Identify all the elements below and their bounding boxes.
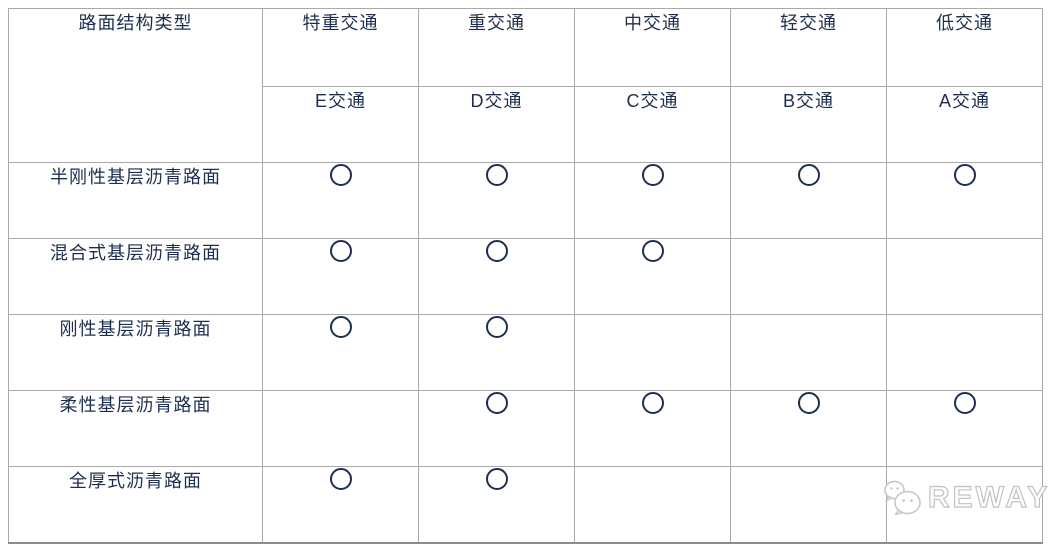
empty-mark-cell <box>730 238 887 315</box>
empty-mark-cell <box>574 314 731 391</box>
circle-mark <box>329 468 352 490</box>
row-label: 半刚性基层沥青路面 <box>8 162 263 239</box>
applicable-mark-cell <box>418 162 575 239</box>
header-class-a: A交通 <box>886 86 1043 163</box>
applicable-mark-cell <box>418 390 575 467</box>
applicable-mark-cell <box>886 162 1043 239</box>
header-light-traffic: 轻交通 <box>730 8 887 87</box>
applicable-mark-cell <box>418 466 575 543</box>
empty-mark-cell <box>886 314 1043 391</box>
header-heavy-traffic: 重交通 <box>418 8 575 87</box>
applicable-mark-cell <box>262 238 419 315</box>
applicable-mark-cell <box>574 162 731 239</box>
circle-mark <box>485 240 508 262</box>
header-low-traffic: 低交通 <box>886 8 1043 87</box>
circle-mark <box>953 392 976 414</box>
empty-mark-cell <box>262 390 419 467</box>
row-label: 刚性基层沥青路面 <box>8 314 263 391</box>
table-body: 半刚性基层沥青路面 混合式基层沥青路面 刚性基层沥青路面 柔性基层沥青路面 全厚式沥青路… <box>8 162 1043 543</box>
circle-mark <box>797 392 820 414</box>
circle-mark <box>485 164 508 186</box>
applicable-mark-cell <box>574 390 731 467</box>
circle-mark <box>797 164 820 186</box>
circle-mark <box>329 316 352 338</box>
table-row: 半刚性基层沥青路面 <box>8 162 1043 239</box>
applicable-mark-cell <box>730 390 887 467</box>
row-label: 柔性基层沥青路面 <box>8 390 263 467</box>
pavement-traffic-table: 路面结构类型 特重交通 重交通 中交通 轻交通 低交通 E交通 D交通 C交通 … <box>8 8 1043 544</box>
applicable-mark-cell <box>730 162 887 239</box>
header-row-traffic-classes: E交通 D交通 C交通 B交通 A交通 <box>9 86 1043 163</box>
circle-mark <box>329 164 352 186</box>
circle-mark <box>485 316 508 338</box>
circle-mark <box>953 164 976 186</box>
applicable-mark-cell <box>574 238 731 315</box>
circle-mark <box>329 240 352 262</box>
empty-mark-cell <box>730 314 887 391</box>
empty-mark-cell <box>574 466 731 543</box>
empty-mark-cell <box>886 238 1043 315</box>
circle-mark <box>485 468 508 490</box>
header-class-d: D交通 <box>418 86 575 163</box>
circle-mark <box>641 164 664 186</box>
applicable-mark-cell <box>262 162 419 239</box>
header-class-e: E交通 <box>262 86 419 163</box>
applicable-mark-cell <box>886 390 1043 467</box>
header-extra-heavy-traffic: 特重交通 <box>262 8 419 87</box>
applicable-mark-cell <box>418 314 575 391</box>
table-row: 刚性基层沥青路面 <box>8 314 1043 391</box>
table-row: 柔性基层沥青路面 <box>8 390 1043 467</box>
empty-mark-cell <box>886 466 1043 543</box>
header-class-c: C交通 <box>574 86 731 163</box>
applicable-mark-cell <box>418 238 575 315</box>
applicable-mark-cell <box>262 466 419 543</box>
header-medium-traffic: 中交通 <box>574 8 731 87</box>
circle-mark <box>485 392 508 414</box>
empty-mark-cell <box>730 466 887 543</box>
row-label: 混合式基层沥青路面 <box>8 238 263 315</box>
circle-mark <box>641 240 664 262</box>
header-pavement-structure-type: 路面结构类型 <box>8 8 263 163</box>
header-class-b: B交通 <box>730 86 887 163</box>
table-row: 全厚式沥青路面 <box>8 466 1043 543</box>
header-row-traffic-levels: 路面结构类型 特重交通 重交通 中交通 轻交通 低交通 <box>8 8 1043 163</box>
row-label: 全厚式沥青路面 <box>8 466 263 543</box>
circle-mark <box>641 392 664 414</box>
table-row: 混合式基层沥青路面 <box>8 238 1043 315</box>
applicable-mark-cell <box>262 314 419 391</box>
